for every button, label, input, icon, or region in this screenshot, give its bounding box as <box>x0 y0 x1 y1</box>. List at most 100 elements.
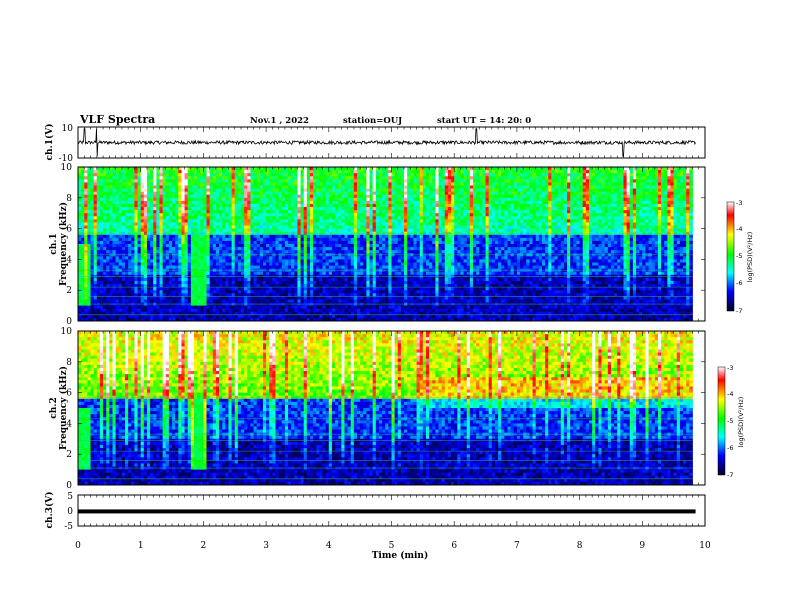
spectrogram-cell <box>128 229 132 232</box>
spectrogram-cell <box>250 222 254 225</box>
spectrogram-cell <box>181 229 185 232</box>
spectrogram-cell <box>257 189 261 192</box>
spectrogram-cell <box>138 281 142 284</box>
spectrogram-cell <box>351 244 355 247</box>
spectrogram-cell <box>141 287 145 290</box>
spectrogram-cell <box>134 256 138 259</box>
spectrogram-cell <box>172 287 176 290</box>
spectrogram-cell <box>185 296 189 299</box>
spectrogram-cell <box>175 235 179 238</box>
spectrogram-cell <box>175 315 179 318</box>
spectrogram-cell <box>282 287 286 290</box>
spectrogram-cell <box>260 213 264 216</box>
spectrogram-cell <box>97 207 101 210</box>
spectrogram-cell <box>131 179 135 182</box>
spectrogram-cell <box>263 250 267 253</box>
spectrogram-cell <box>225 306 229 309</box>
spectrogram-cell <box>200 222 204 225</box>
spectrogram-cell <box>282 241 286 244</box>
spectrogram-cell <box>128 299 132 302</box>
spectrogram-cell <box>297 235 301 238</box>
spectrogram-cell <box>366 256 370 259</box>
spectrogram-cell <box>376 198 380 201</box>
spectrogram-cell <box>225 179 229 182</box>
spectrogram-cell <box>366 281 370 284</box>
spectrogram-cell <box>100 207 104 210</box>
spectrogram-cell <box>125 189 129 192</box>
spectrogram-cell <box>84 241 88 244</box>
spectrogram-cell <box>341 244 345 247</box>
spectrogram-cell <box>272 278 276 281</box>
spectrogram-cell <box>141 306 145 309</box>
spectrogram-cell <box>279 195 283 198</box>
spectrogram-cell <box>185 278 189 281</box>
spectrogram-cell <box>153 207 157 210</box>
spectrogram-cell <box>344 210 348 213</box>
spectrogram-cell <box>363 229 367 232</box>
spectrogram-cell <box>194 192 198 195</box>
spectrogram-cell <box>269 315 273 318</box>
spectrogram-cell <box>244 229 248 232</box>
spectrogram-cell <box>200 241 204 244</box>
spectrogram-cell <box>357 281 361 284</box>
spectrogram-cell <box>97 201 101 204</box>
spectrogram-cell <box>313 309 317 312</box>
spectrogram-cell <box>222 247 226 250</box>
spectrogram-cell <box>232 204 236 207</box>
spectrogram-cell <box>279 309 283 312</box>
spectrogram-cell <box>147 315 151 318</box>
spectrogram-cell <box>279 241 283 244</box>
spectrogram-cell <box>307 226 311 229</box>
spectrogram-cell <box>163 189 167 192</box>
spectrogram-cell <box>335 216 339 219</box>
spectrogram-cell <box>141 299 145 302</box>
spectrogram-cell <box>360 278 364 281</box>
spectrogram-cell <box>282 182 286 185</box>
spectrogram-cell <box>310 247 314 250</box>
spectrogram-cell <box>106 299 110 302</box>
spectrogram-cell <box>106 173 110 176</box>
spectrogram-cell <box>351 226 355 229</box>
spectrogram-cell <box>241 306 245 309</box>
spectrogram-cell <box>257 281 261 284</box>
spectrogram-cell <box>307 281 311 284</box>
spectrogram-cell <box>131 222 135 225</box>
spectrogram-cell <box>351 204 355 207</box>
spectrogram-cell <box>78 306 82 309</box>
spectrogram-cell <box>360 241 364 244</box>
spectrogram-cell <box>78 278 82 281</box>
spectrogram-cell <box>91 201 95 204</box>
spectrogram-cell <box>210 290 214 293</box>
spectrogram-cell <box>203 296 207 299</box>
spectrogram-cell <box>348 192 352 195</box>
spectrogram-cell <box>134 281 138 284</box>
spectrogram-cell <box>366 250 370 253</box>
spectrogram-cell <box>119 207 123 210</box>
spectrogram-cell <box>150 179 154 182</box>
spectrogram-cell <box>313 226 317 229</box>
spectrogram-cell <box>97 250 101 253</box>
spectrogram-cell <box>122 250 126 253</box>
spectrogram-cell <box>323 207 327 210</box>
spectrogram-cell <box>348 296 352 299</box>
spectrogram-cell <box>219 173 223 176</box>
spectrogram-cell <box>169 219 173 222</box>
spectrogram-cell <box>276 222 280 225</box>
spectrogram-cell <box>357 185 361 188</box>
spectrogram-cell <box>232 266 236 269</box>
spectrogram-cell <box>81 210 85 213</box>
spectrogram-cell <box>216 167 220 170</box>
spectrogram-cell <box>247 315 251 318</box>
spectrogram-cell <box>366 185 370 188</box>
spectrogram-cell <box>144 250 148 253</box>
spectrogram-cell <box>119 195 123 198</box>
spectrogram-cell <box>178 173 182 176</box>
spectrogram-cell <box>316 262 320 265</box>
spectrogram-cell <box>191 256 195 259</box>
spectrogram-cell <box>354 219 358 222</box>
spectrogram-cell <box>241 247 245 250</box>
spectrogram-cell <box>282 256 286 259</box>
spectrogram-cell <box>166 213 170 216</box>
spectrogram-cell <box>366 176 370 179</box>
